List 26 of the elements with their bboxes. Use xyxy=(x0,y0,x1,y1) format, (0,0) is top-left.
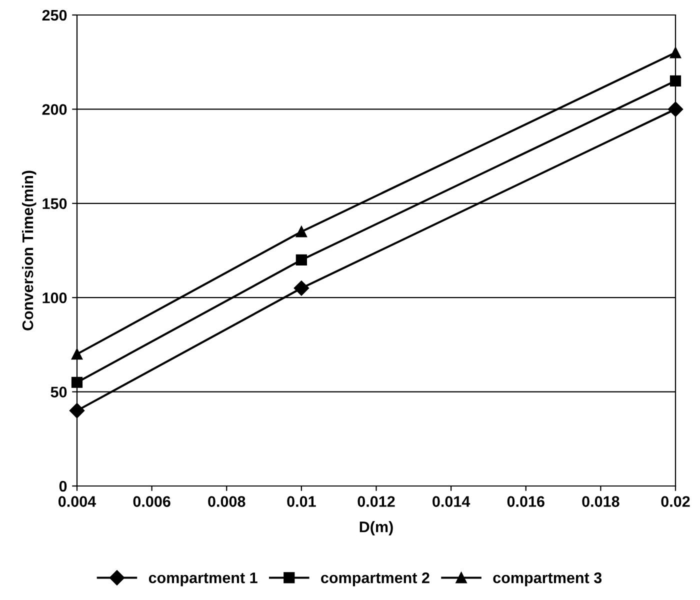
y-tick-label: 0 xyxy=(59,480,67,492)
x-tick-label: 0.016 xyxy=(507,496,544,507)
point xyxy=(668,102,684,117)
x-tick-label: 0.01 xyxy=(287,496,316,507)
y-axis-title: Conversion Time(min) xyxy=(22,170,36,330)
x-tick-label: 0.014 xyxy=(432,496,470,507)
y-tick-label: 150 xyxy=(42,198,67,210)
x-axis-title: D(m) xyxy=(360,521,393,536)
x-tick-label: 0.008 xyxy=(208,496,246,507)
legend-label: compartment 3 xyxy=(493,572,602,586)
point xyxy=(296,226,307,238)
x-tick-label: 0.004 xyxy=(58,496,96,507)
x-tick-label: 0.02 xyxy=(661,496,690,507)
y-tick-label: 250 xyxy=(42,10,67,21)
legend-label: compartment 2 xyxy=(321,572,430,586)
x-tick-label: 0.006 xyxy=(133,496,170,507)
point xyxy=(296,254,307,266)
point xyxy=(670,75,682,86)
x-tick-label: 0.018 xyxy=(582,496,620,507)
point xyxy=(71,376,83,388)
legend-label: compartment 1 xyxy=(148,572,258,586)
y-tick-label: 200 xyxy=(42,104,67,115)
point xyxy=(294,280,310,296)
x-tick-label: 0.012 xyxy=(358,496,395,507)
y-tick-label: 50 xyxy=(50,386,67,398)
y-tick-label: 100 xyxy=(42,292,67,304)
